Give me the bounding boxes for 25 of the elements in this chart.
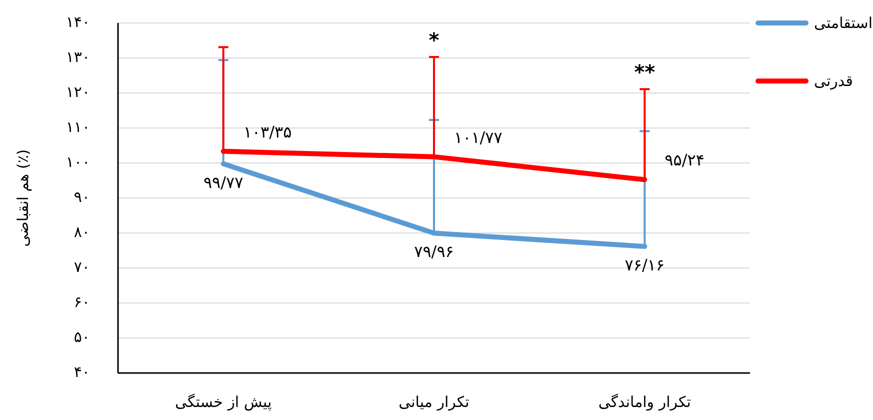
- y-tick-label: ۶۰: [74, 293, 90, 312]
- x-tick-label: تکرار میانی: [398, 393, 470, 411]
- y-tick-label: ۱۲۰: [66, 83, 90, 102]
- legend-label: قدرتی: [814, 72, 853, 90]
- y-tick-label: ۱۳۰: [66, 48, 90, 66]
- x-tick-label: پیش از خستگی: [174, 393, 272, 411]
- data-label: ۷۶/۱۶: [624, 255, 665, 274]
- data-label: ۹۵/۲۴: [664, 150, 704, 170]
- y-tick-label: ۹۰: [74, 188, 90, 206]
- y-tick-label: ۱۰۰: [66, 153, 90, 172]
- x-tick-label: تکرار واماندگی: [598, 393, 691, 411]
- y-tick-label: ۴۰: [74, 363, 90, 382]
- y-tick-label: ۸۰: [74, 223, 90, 242]
- y-tick-label: ۵۰: [74, 328, 90, 346]
- y-tick-label: ۱۴۰: [66, 13, 90, 32]
- annotation: *: [428, 28, 440, 52]
- data-label: ۱۰۱/۷۷: [454, 128, 503, 147]
- y-tick-label: ۱۱۰: [66, 118, 90, 136]
- y-tick-label: ۷۰: [74, 258, 90, 276]
- annotation: **: [634, 60, 656, 84]
- data-label: ۷۹/۹۶: [414, 242, 454, 262]
- y-axis-title: (٪) هم انقباضی: [14, 149, 32, 247]
- legend-label: استقامتی: [814, 14, 872, 32]
- data-label: ۱۰۳/۳۵: [243, 122, 292, 142]
- data-label: ۹۹/۷۷: [203, 172, 244, 192]
